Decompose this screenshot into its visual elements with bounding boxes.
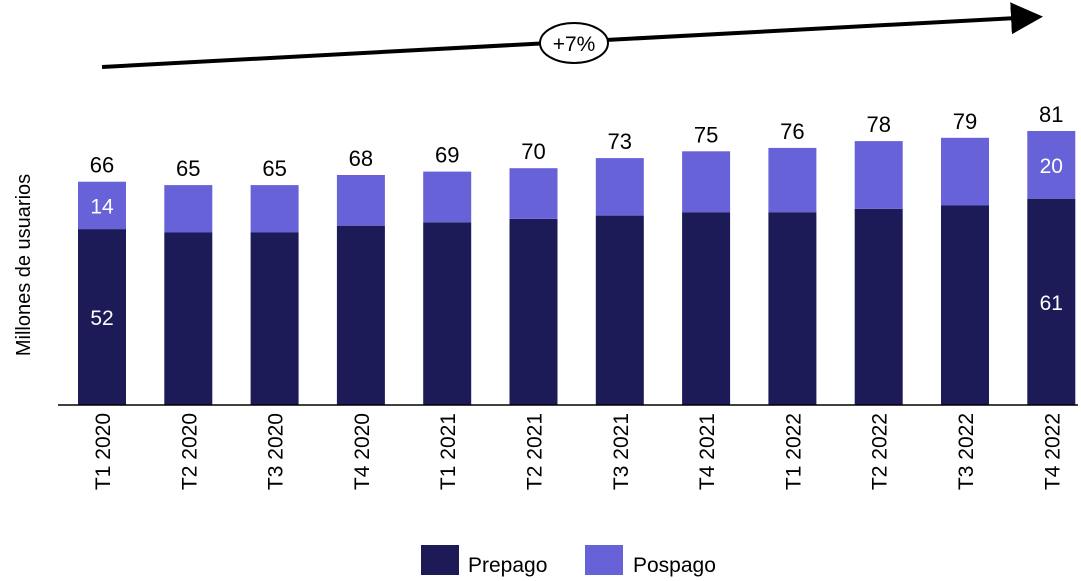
y-axis-title: Millones de usuarios	[13, 174, 35, 356]
segment-label-prepago-1: 52	[90, 307, 113, 330]
bar-prepago-6	[510, 219, 558, 405]
x-tick-label-4: T4 2020	[351, 413, 374, 490]
x-tick-labels: T1 2020 T2 2020 T3 2020 T4 2020 T1 2021 T2 20…	[92, 413, 1064, 490]
x-tick-label-1: T1 2020	[92, 413, 115, 490]
segment-label-prepago-12: 61	[1040, 292, 1063, 315]
total-label-3: 65	[262, 156, 286, 181]
total-label-1: 66	[90, 153, 114, 178]
bar-pospago-9	[768, 148, 816, 212]
bar-pospago-10	[855, 141, 903, 209]
bar-prepago-3	[251, 233, 299, 406]
bar-pospago-4	[337, 175, 385, 226]
bar-pospago-3	[251, 185, 299, 232]
bar-prepago-2	[164, 233, 212, 406]
bar-prepago-8	[682, 212, 730, 405]
total-label-12: 81	[1039, 102, 1063, 127]
bar-pospago-2	[164, 185, 212, 232]
total-label-5: 69	[435, 143, 459, 168]
total-label-9: 76	[780, 119, 804, 144]
x-tick-label-8: T4 2021	[696, 413, 719, 490]
bar-prepago-5	[423, 222, 471, 405]
x-tick-label-7: T3 2021	[610, 413, 633, 490]
x-tick-label-10: T2 2022	[869, 413, 892, 490]
total-label-6: 70	[521, 139, 545, 164]
total-label-4: 68	[349, 146, 373, 171]
growth-label: +7%	[553, 33, 596, 56]
bar-pospago-11	[941, 138, 989, 206]
bar-pospago-6	[510, 168, 558, 219]
x-tick-label-11: T3 2022	[955, 413, 978, 490]
bar-prepago-7	[596, 216, 644, 405]
x-tick-label-9: T1 2022	[782, 413, 805, 490]
x-tick-label-6: T2 2021	[524, 413, 547, 490]
bar-prepago-9	[768, 212, 816, 405]
x-tick-label-2: T2 2020	[178, 413, 201, 490]
x-tick-label-3: T3 2020	[265, 413, 288, 490]
bar-prepago-10	[855, 209, 903, 405]
legend: Prepago Pospago	[421, 545, 716, 577]
segment-label-pospago-12: 20	[1040, 155, 1063, 178]
bar-prepago-4	[337, 226, 385, 405]
legend-swatch-prepago	[421, 545, 459, 575]
legend-swatch-pospago	[585, 545, 623, 575]
x-tick-label-5: T1 2021	[437, 413, 460, 490]
x-tick-label-12: T4 2022	[1041, 413, 1064, 490]
bar-pospago-8	[682, 151, 730, 212]
total-label-7: 73	[608, 129, 632, 154]
legend-label-prepago: Prepago	[468, 554, 547, 577]
total-label-8: 75	[694, 122, 718, 147]
bar-pospago-5	[423, 172, 471, 223]
total-label-11: 79	[953, 109, 977, 134]
bar-pospago-7	[596, 158, 644, 216]
total-label-10: 78	[866, 112, 890, 137]
bars-layer: 52 14 66 65 65 68 69 70 73 75 76 78 79 61 20 81	[78, 102, 1075, 405]
bar-prepago-11	[941, 205, 989, 405]
legend-label-pospago: Pospago	[633, 554, 716, 577]
segment-label-pospago-1: 14	[90, 195, 114, 218]
total-label-2: 65	[176, 156, 200, 181]
